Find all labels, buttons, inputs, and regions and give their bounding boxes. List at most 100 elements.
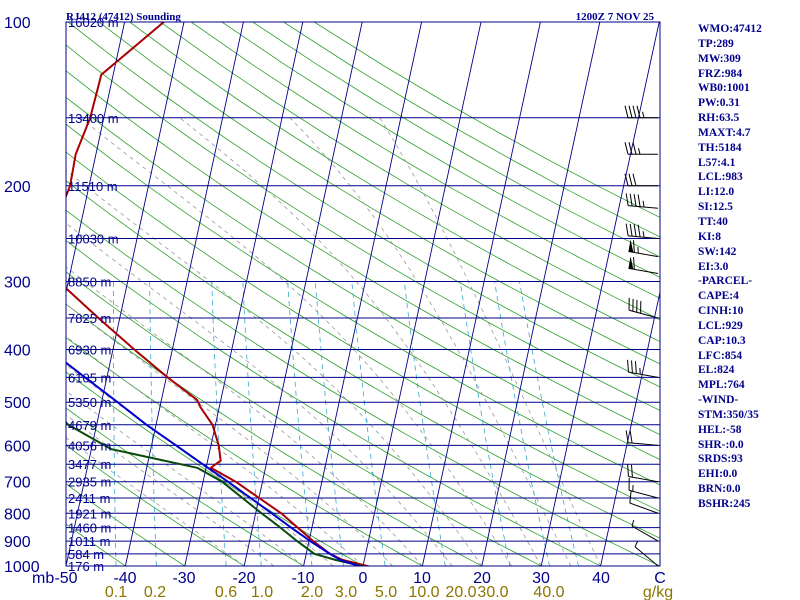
pressure-tick-label: 300 (4, 275, 31, 292)
isotherm (362, 22, 482, 566)
height-label: 16020 m (68, 15, 119, 30)
temperature-tick-label: C (654, 570, 666, 587)
isotherm (421, 22, 541, 566)
temperature-tick-label: -20 (232, 570, 255, 587)
mixing-ratio-line (494, 281, 550, 566)
index-item: SW:142 (698, 245, 737, 258)
mixing-ratio-label: 1.0 (251, 584, 273, 600)
pressure-tick-label: 1000 (4, 559, 40, 576)
wind-barb (627, 464, 659, 483)
stability-indices: WMO:47412 TP:289 MW:309 FRZ:984 WB0:1001 PW:0… (698, 22, 798, 512)
height-label: 176 m (68, 559, 104, 574)
moist-adiabat (66, 390, 304, 566)
index-item: EL:824 (698, 364, 735, 377)
height-label: 1011 m (68, 534, 110, 549)
temperature-tick-label: 20 (473, 570, 491, 587)
index-item: CINH:10 (698, 305, 744, 318)
isotherm (184, 22, 304, 566)
moist-adiabat (179, 117, 542, 566)
index-item: TH:5184 (698, 141, 742, 154)
plot-frame (65, 21, 661, 567)
wind-barb (628, 297, 659, 319)
moist-adiabat (80, 117, 512, 566)
mixing-ratio-label: 20.0 (445, 584, 476, 600)
mixing-ratio-line (519, 281, 579, 566)
wind-barb (628, 239, 659, 258)
wind-barb (634, 540, 659, 567)
time-title: 1200Z 7 NOV 25 (576, 11, 655, 23)
height-label: 3477 m (68, 457, 111, 472)
height-label: 2935 m (68, 475, 111, 490)
pressure-tick-label: 400 (4, 343, 31, 360)
wind-barb (624, 173, 658, 187)
wind-barb (631, 520, 659, 542)
temperature-tick-label: -10 (291, 570, 314, 587)
index-item: FRZ:984 (698, 67, 743, 80)
isotherm (66, 22, 185, 566)
mixing-ratio-label: 0.6 (215, 584, 237, 600)
moist-adiabat (66, 222, 453, 566)
index-item: SRDS:93 (698, 453, 743, 466)
mixing-ratio-label: 40.0 (533, 584, 564, 600)
moist-adiabat (379, 117, 601, 566)
isotherms (66, 22, 660, 566)
index-item: TT:40 (698, 215, 728, 228)
index-item: L57:4.1 (698, 156, 736, 169)
pressure-tick-label: 800 (4, 506, 31, 523)
index-item: SHR-:0.0 (698, 438, 744, 451)
index-item: CAP:10.3 (698, 334, 746, 347)
isotherm (243, 22, 363, 566)
temperature-tick-label: 40 (592, 570, 610, 587)
index-item: LCL:983 (698, 171, 743, 184)
mixing-ratio-label: 5.0 (375, 584, 397, 600)
mixing-ratio-label: 10.0 (408, 584, 439, 600)
pressure-tick-label: 900 (4, 534, 31, 551)
axis-prefix: mb (32, 570, 54, 587)
index-item: EI:3.0 (698, 260, 729, 273)
pressure-tick-label: 200 (4, 179, 31, 196)
sounding-traces (66, 22, 372, 566)
index-item: BSHR:245 (698, 498, 751, 510)
wind-barb (627, 359, 659, 378)
pressure-tick-label: 700 (4, 475, 31, 492)
index-item: WMO:47412 (698, 23, 762, 35)
index-item: WB0:1001 (698, 82, 750, 95)
station-title: RJ412 (47412) Sounding (66, 11, 181, 23)
wind-barb (625, 430, 659, 446)
isotherm (303, 22, 423, 566)
index-item: EHI:0.0 (698, 468, 738, 481)
isotherm (540, 22, 660, 566)
temperature-tick-label: 30 (532, 570, 550, 587)
height-label: 1921 m (68, 506, 111, 521)
height-label: 2411 m (68, 491, 110, 506)
index-item: LCL:929 (698, 319, 743, 332)
temperature-tick-label: 10 (413, 570, 431, 587)
temperature-tick-label: 0 (359, 570, 368, 587)
index-item: -PARCEL- (698, 275, 753, 288)
index-item: MPL:764 (698, 379, 745, 392)
mixing-ratio-label: 30.0 (477, 584, 508, 600)
isobars (66, 21, 660, 567)
temperature-tick-label: -30 (172, 570, 195, 587)
moist-adiabat (66, 335, 364, 566)
mixing-ratio-label: 2.0 (301, 584, 323, 600)
wind-barb (625, 223, 659, 239)
moist-adiabat (289, 117, 572, 566)
height-label: 8850 m (68, 275, 111, 290)
pressure-tick-label: 100 (4, 15, 31, 32)
wind-barb (628, 256, 659, 275)
height-label: 4679 m (68, 418, 111, 433)
height-label: 1460 m (68, 521, 111, 536)
moist-adiabat (66, 303, 393, 566)
mixing-ratio-label: 3.0 (335, 584, 357, 600)
index-item: TP:289 (698, 37, 734, 50)
temperature-trace (66, 22, 372, 566)
wind-barbs (624, 105, 659, 567)
isotherm (66, 22, 126, 295)
height-label: 5350 m (68, 395, 111, 410)
temperature-tick-label: -50 (54, 570, 77, 587)
height-label: 6105 m (68, 370, 111, 385)
index-item: PW:0.31 (698, 97, 740, 110)
